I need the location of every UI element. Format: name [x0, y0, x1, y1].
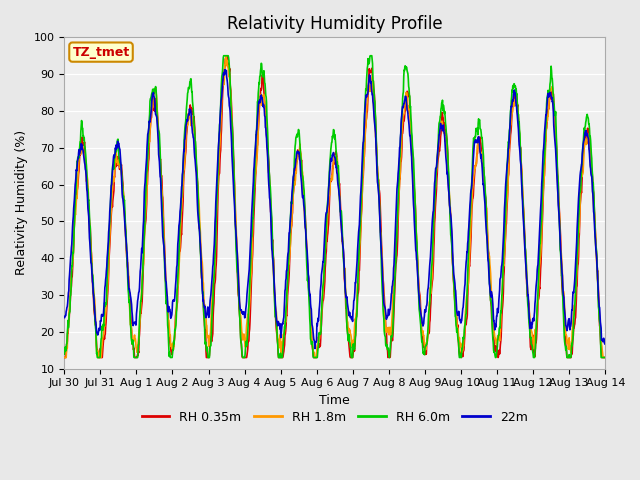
RH 6.0m	[168, 355, 175, 360]
RH 6.0m	[419, 351, 427, 357]
RH 0.35m	[60, 355, 68, 360]
RH 1.8m	[242, 344, 250, 350]
Line: RH 6.0m: RH 6.0m	[64, 56, 605, 358]
RH 1.8m	[180, 161, 188, 167]
RH 0.35m	[168, 349, 175, 355]
RH 6.0m	[490, 349, 498, 355]
Text: TZ_tmet: TZ_tmet	[72, 46, 130, 59]
RH 1.8m	[538, 240, 545, 245]
RH 1.8m	[419, 328, 427, 334]
RH 6.0m	[93, 355, 101, 360]
22m	[419, 322, 427, 327]
RH 6.0m	[220, 53, 227, 59]
RH 0.35m	[490, 336, 497, 341]
RH 0.35m	[223, 53, 230, 59]
RH 6.0m	[602, 355, 609, 360]
Line: RH 0.35m: RH 0.35m	[64, 56, 605, 358]
22m	[180, 137, 188, 143]
RH 0.35m	[419, 336, 427, 342]
Title: Relativity Humidity Profile: Relativity Humidity Profile	[227, 15, 443, 33]
RH 1.8m	[490, 331, 497, 336]
RH 0.35m	[180, 162, 188, 168]
RH 6.0m	[242, 344, 250, 349]
Line: RH 1.8m: RH 1.8m	[64, 56, 605, 358]
X-axis label: Time: Time	[319, 394, 350, 407]
RH 6.0m	[60, 351, 68, 357]
22m	[311, 346, 319, 351]
RH 1.8m	[602, 355, 609, 360]
22m	[602, 340, 609, 346]
Y-axis label: Relativity Humidity (%): Relativity Humidity (%)	[15, 131, 28, 276]
RH 0.35m	[242, 355, 250, 360]
Legend: RH 0.35m, RH 1.8m, RH 6.0m, 22m: RH 0.35m, RH 1.8m, RH 6.0m, 22m	[137, 406, 532, 429]
22m	[221, 67, 228, 72]
Line: 22m: 22m	[64, 70, 605, 348]
RH 6.0m	[181, 124, 189, 130]
RH 0.35m	[602, 355, 609, 360]
22m	[538, 181, 545, 187]
RH 1.8m	[60, 355, 68, 360]
22m	[60, 315, 68, 321]
22m	[490, 318, 498, 324]
RH 1.8m	[222, 53, 230, 59]
RH 0.35m	[538, 249, 545, 255]
22m	[242, 310, 250, 316]
22m	[168, 313, 175, 319]
RH 1.8m	[168, 343, 175, 348]
RH 6.0m	[538, 216, 545, 222]
